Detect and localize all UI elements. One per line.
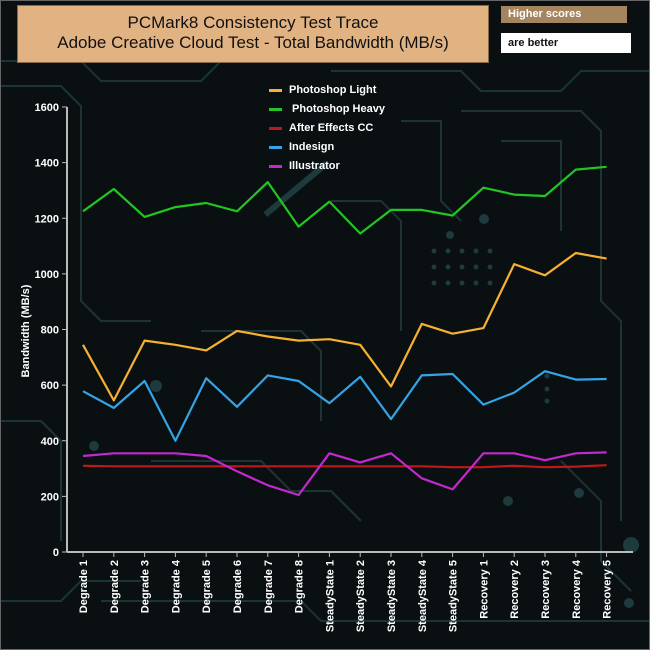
series-line-after-effects-cc (82, 464, 607, 469)
x-tick-label: Recovery 1 (478, 560, 490, 619)
y-tick-label: 1600 (35, 102, 59, 114)
x-tick-label: Degrade 3 (140, 560, 152, 613)
are-better-note: are better (501, 33, 631, 53)
x-tick-label: Degrade 7 (263, 560, 275, 613)
chart-axes (66, 107, 633, 553)
chart-title-line1: PCMark8 Consistency Test Trace (127, 13, 379, 32)
x-tick-label: Degrade 5 (201, 560, 213, 613)
legend-label-illustrator: Illustrator (289, 160, 340, 172)
x-tick-label: SteadyState 1 (324, 560, 336, 632)
x-tick-label: Recovery 5 (602, 560, 614, 619)
y-tick-label: 200 (41, 491, 59, 503)
y-axis-ticks: 0 200 400 600 800 1000 1200 1400 1600 (35, 102, 67, 559)
legend-swatch-illustrator (269, 165, 282, 168)
legend-label-photoshop-light: Photoshop Light (289, 84, 377, 96)
x-tick-label: Recovery 4 (571, 559, 583, 619)
legend-label-photoshop-heavy: Photoshop Heavy (289, 103, 385, 115)
x-tick-label: Degrade 2 (109, 560, 121, 613)
x-tick-label: Degrade 1 (78, 560, 90, 613)
higher-scores-note: Higher scores (501, 6, 627, 23)
y-axis-label: Bandwidth (MB/s) (20, 284, 32, 377)
x-tick-label: Recovery 2 (509, 560, 521, 619)
y-tick-label: 1000 (35, 269, 59, 281)
legend-swatch-indesign (269, 146, 282, 149)
x-tick-label: Recovery 3 (540, 560, 552, 619)
y-tick-label: 0 (53, 547, 59, 559)
series-line-illustrator (82, 451, 607, 497)
series-line-indesign (82, 370, 607, 442)
x-tick-label: SteadyState 2 (355, 560, 367, 632)
y-tick-label: 1200 (35, 213, 59, 225)
chart-title-line2: Adobe Creative Cloud Test - Total Bandwi… (57, 33, 449, 52)
y-tick-label: 600 (41, 380, 59, 392)
legend-swatch-photoshop-light (269, 89, 282, 92)
series-line-photoshop-light (82, 251, 607, 402)
x-tick-label: Degrade 8 (294, 560, 306, 613)
chart-title-box: PCMark8 Consistency Test Trace Adobe Cre… (17, 5, 489, 63)
chart-series (82, 165, 607, 497)
x-tick-label: SteadyState 4 (417, 559, 429, 632)
y-tick-label: 1400 (35, 158, 59, 170)
x-tick-label: SteadyState 3 (386, 560, 398, 632)
y-tick-label: 800 (41, 325, 59, 337)
legend-label-indesign: Indesign (289, 141, 335, 153)
x-tick-label: Degrade 6 (232, 560, 244, 613)
x-tick-label: Degrade 4 (170, 559, 182, 613)
legend-label-after-effects: After Effects CC (289, 122, 374, 134)
x-tick-label: SteadyState 5 (448, 560, 460, 632)
series-line-photoshop-heavy (82, 165, 607, 235)
x-axis-ticks: Degrade 1 Degrade 2 Degrade 3 Degrade 4 Degr… (78, 552, 614, 632)
y-tick-label: 400 (41, 436, 59, 448)
legend-swatch-photoshop-heavy (269, 108, 282, 111)
legend-swatch-after-effects (269, 127, 282, 130)
